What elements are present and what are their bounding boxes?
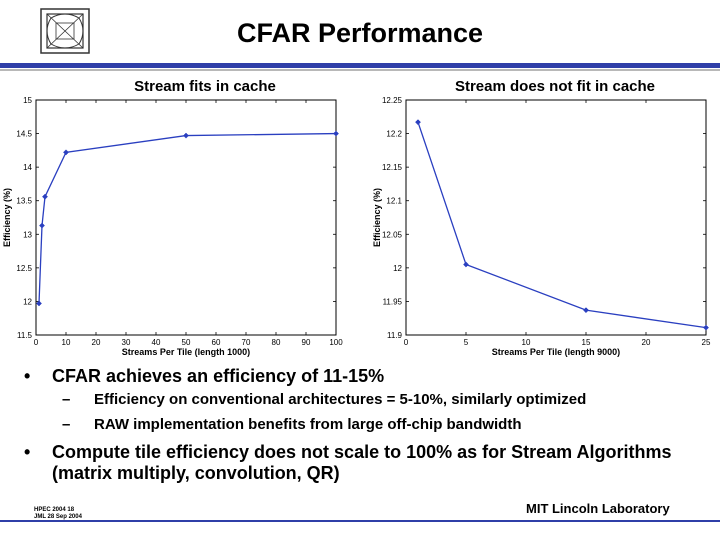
data-point — [183, 132, 189, 139]
right-chart: 0 5 10 15 20 25 11.9 11.95 12 12.05 12.1 12.15 12.2 1… — [372, 96, 711, 357]
x-tick-label: 20 — [92, 338, 101, 347]
y-tick-label: 12.05 — [382, 230, 403, 239]
header-rule — [0, 63, 720, 68]
x-tick-label: 15 — [582, 338, 591, 347]
x-tick-label: 100 — [329, 338, 343, 347]
y-tick-label: 12.2 — [386, 130, 402, 139]
x-tick-label: 60 — [212, 338, 221, 347]
sub-bullet-2-text: RAW implementation benefits from large o… — [94, 416, 522, 433]
y-tick-label: 11.9 — [387, 331, 403, 340]
bullet-marker: • — [24, 366, 31, 386]
y-tick-label: 15 — [23, 96, 32, 105]
x-tick-label: 30 — [122, 338, 131, 347]
y-tick-label: 12.5 — [16, 264, 32, 273]
x-tick-label: 80 — [272, 338, 281, 347]
header-rule-shadow — [0, 69, 720, 71]
x-tick-label: 70 — [242, 338, 251, 347]
y-tick-label: 14.5 — [16, 130, 32, 139]
x-tick-label: 5 — [464, 338, 469, 347]
data-point — [36, 300, 42, 307]
footer-left-line2: JML 28 Sep 2004 — [34, 514, 82, 520]
y-tick-label: 13 — [23, 230, 32, 239]
y-tick-label: 12.25 — [382, 96, 403, 105]
data-point — [63, 149, 69, 156]
footer-lab-name: MIT Lincoln Laboratory — [526, 501, 670, 516]
right-chart-title: Stream does not fit in cache — [454, 78, 656, 95]
x-axis-label: Streams Per Tile (length 1000) — [122, 347, 250, 357]
footer-left-line1: HPEC 2004 18 — [34, 507, 75, 513]
x-tick-label: 0 — [34, 338, 39, 347]
x-tick-label: 10 — [62, 338, 71, 347]
data-point — [39, 222, 45, 229]
sub-bullet-marker: – — [62, 391, 71, 408]
mit-ll-logo — [40, 8, 90, 54]
data-point — [463, 261, 469, 268]
data-point — [703, 324, 709, 331]
y-tick-label: 12.1 — [386, 197, 402, 206]
y-tick-label: 13.5 — [16, 197, 32, 206]
x-tick-label: 40 — [152, 338, 161, 347]
x-tick-label: 10 — [522, 338, 531, 347]
x-tick-label: 25 — [702, 338, 711, 347]
y-tick-label: 14 — [23, 163, 32, 172]
footer-left: HPEC 2004 18 JML 28 Sep 2004 — [34, 507, 82, 521]
sub-bullet-1-text: Efficiency on conventional architectures… — [94, 391, 587, 408]
x-tick-label: 90 — [302, 338, 311, 347]
y-tick-label: 11.95 — [383, 297, 403, 306]
series-line — [38, 132, 337, 304]
y-axis-label: Efficiency (%) — [2, 188, 12, 247]
slide-title: CFAR Performance — [236, 18, 484, 48]
y-tick-label: 12.15 — [382, 163, 403, 172]
y-tick-label: 11.5 — [17, 331, 33, 340]
data-point — [42, 193, 48, 200]
x-axis-label: Streams Per Tile (length 9000) — [492, 347, 620, 357]
series-line — [417, 121, 707, 329]
plot-frame — [405, 99, 707, 336]
bullet-marker: • — [24, 442, 31, 462]
bullet-2-text: Compute tile efficiency does not scale t… — [52, 442, 672, 483]
footer-rule — [0, 520, 720, 522]
data-point — [333, 130, 339, 137]
data-point — [415, 119, 421, 126]
x-tick-label: 50 — [182, 338, 191, 347]
x-tick-label: 0 — [404, 338, 409, 347]
y-tick-label: 12 — [393, 264, 402, 273]
y-tick-label: 12 — [23, 297, 32, 306]
left-chart-title: Stream fits in cache — [134, 78, 276, 95]
data-point — [583, 307, 589, 314]
left-chart: 0 10 20 30 40 50 60 70 80 90 100 11.5 12 12.5 13 13.5 14… — [2, 96, 343, 357]
x-tick-label: 20 — [642, 338, 651, 347]
y-axis-label: Efficiency (%) — [372, 188, 382, 247]
bullet-1-text: CFAR achieves an efficiency of 11-15% — [52, 366, 385, 386]
sub-bullet-marker: – — [62, 416, 71, 433]
